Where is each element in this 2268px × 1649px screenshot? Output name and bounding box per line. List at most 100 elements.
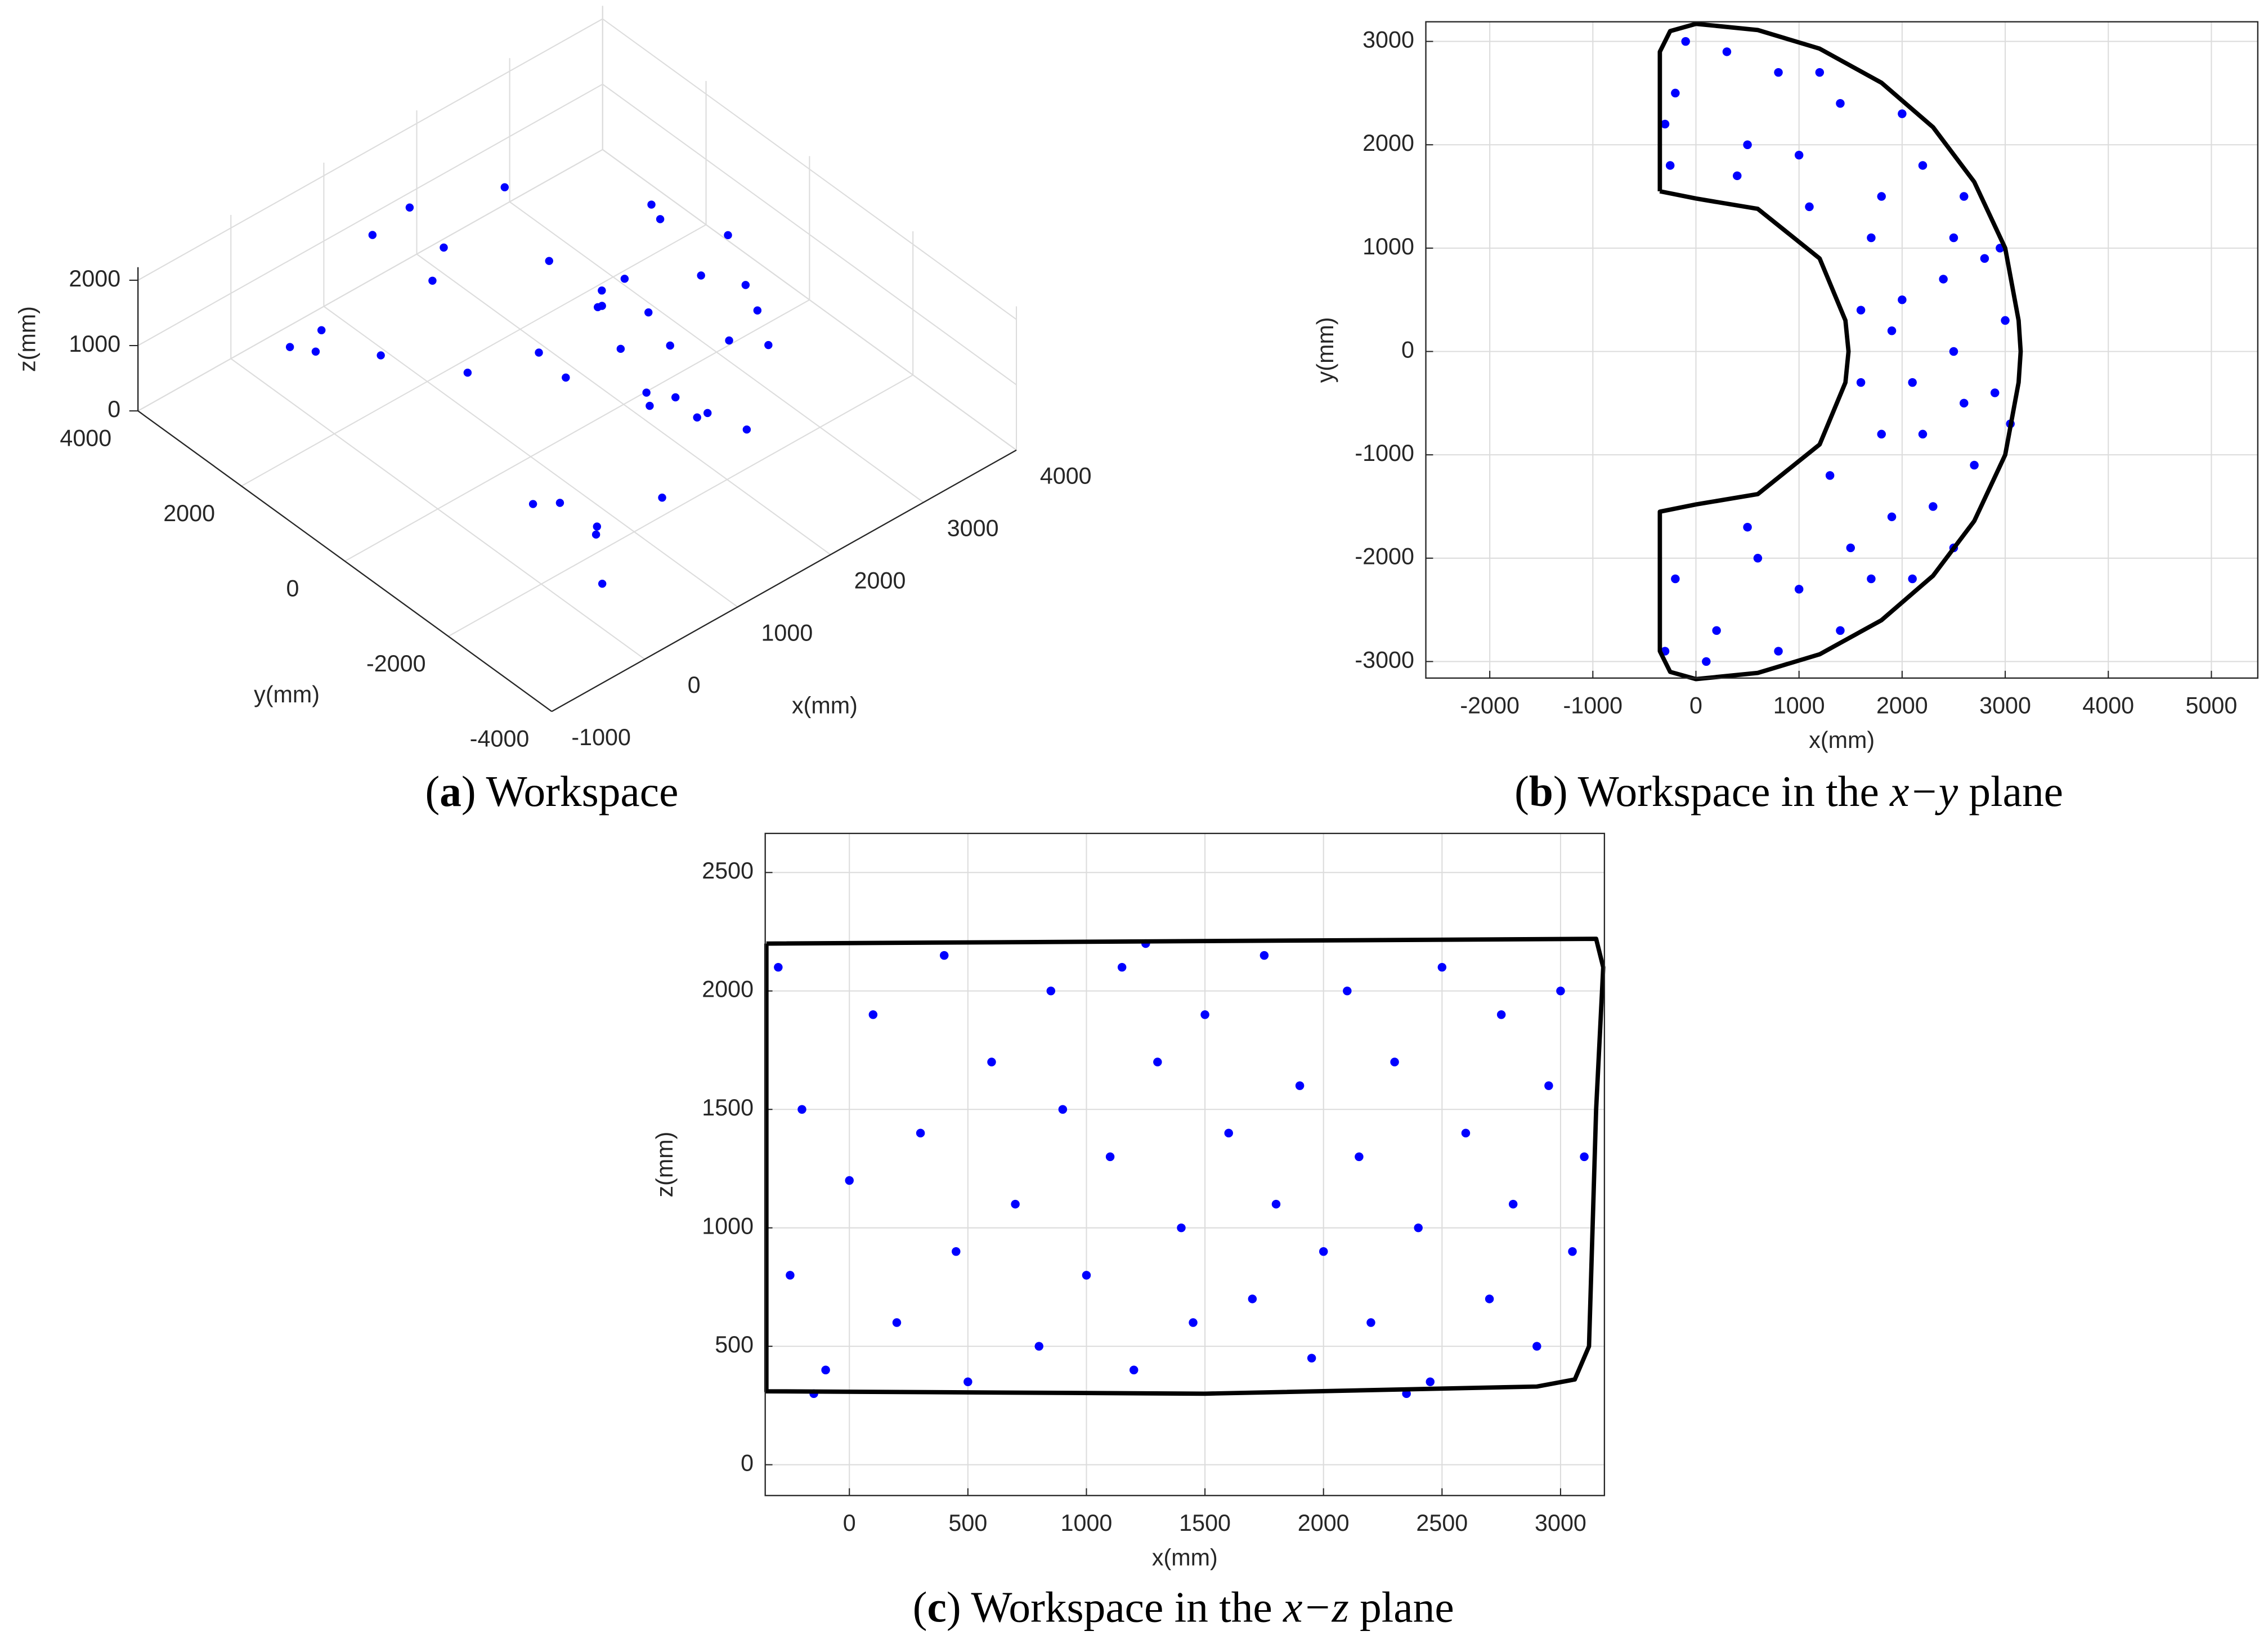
point bbox=[642, 388, 651, 397]
point bbox=[1743, 522, 1752, 532]
point bbox=[535, 348, 543, 357]
point bbox=[285, 343, 294, 351]
point bbox=[1949, 233, 1958, 243]
z-tick-label: 1000 bbox=[69, 331, 120, 357]
caption: (a) Workspace bbox=[425, 767, 678, 815]
caption-part: plane bbox=[1958, 767, 2063, 815]
point bbox=[1877, 429, 1886, 439]
point bbox=[1082, 1271, 1091, 1280]
point bbox=[1836, 626, 1845, 635]
y-axis-label: z(mm) bbox=[652, 1132, 678, 1198]
y-tick-label: 1000 bbox=[1362, 234, 1414, 259]
caption: (b) Workspace in the x−y plane bbox=[1514, 767, 2063, 815]
point bbox=[1743, 140, 1752, 149]
point bbox=[1960, 192, 1969, 201]
point bbox=[545, 257, 553, 265]
axis-line bbox=[551, 449, 1017, 713]
x-tick-label: -2000 bbox=[1460, 692, 1520, 718]
point bbox=[952, 1247, 961, 1256]
point bbox=[1496, 1010, 1506, 1019]
grid-line bbox=[344, 299, 810, 562]
caption-part: ( bbox=[913, 1583, 927, 1631]
point bbox=[1390, 1057, 1399, 1067]
point bbox=[939, 951, 949, 960]
point bbox=[1898, 295, 1907, 304]
y-tick-label: 1500 bbox=[702, 1095, 754, 1121]
point bbox=[774, 962, 783, 972]
point bbox=[1990, 388, 2000, 397]
point bbox=[593, 522, 602, 531]
y-tick-label: -3000 bbox=[1355, 647, 1414, 673]
point bbox=[1908, 574, 1917, 584]
point bbox=[725, 336, 733, 345]
point bbox=[916, 1128, 925, 1138]
point bbox=[500, 183, 509, 191]
point bbox=[1815, 68, 1825, 77]
point bbox=[1856, 306, 1866, 315]
point bbox=[1568, 1247, 1577, 1256]
point bbox=[440, 243, 448, 252]
y-tick-label: 0 bbox=[286, 576, 299, 602]
x-tick-label: 2000 bbox=[854, 567, 906, 593]
y-tick-label: 2500 bbox=[702, 858, 754, 884]
point bbox=[1259, 951, 1269, 960]
point bbox=[697, 271, 705, 280]
point bbox=[1753, 554, 1763, 563]
point bbox=[1414, 1223, 1423, 1233]
point bbox=[666, 341, 674, 350]
point bbox=[724, 231, 732, 240]
point bbox=[1485, 1294, 1494, 1303]
point bbox=[658, 494, 666, 502]
point bbox=[1177, 1223, 1186, 1233]
y-tick-label: 3000 bbox=[1362, 26, 1414, 52]
point bbox=[1271, 1199, 1281, 1209]
x-tick-label: 4000 bbox=[1040, 463, 1092, 489]
point bbox=[1867, 574, 1876, 584]
point bbox=[562, 373, 570, 382]
z-tick-label: 0 bbox=[107, 396, 120, 422]
point bbox=[428, 276, 437, 285]
caption-part: ( bbox=[425, 767, 440, 815]
point bbox=[1836, 99, 1845, 108]
x-tick-label: -1000 bbox=[1563, 692, 1623, 718]
caption-part: ( bbox=[1514, 767, 1529, 815]
caption-part: ) Workspace in the bbox=[1553, 767, 1890, 815]
point bbox=[1556, 987, 1565, 996]
point bbox=[1319, 1247, 1328, 1256]
x-tick-label: 500 bbox=[948, 1510, 987, 1536]
caption-part: a bbox=[440, 767, 461, 815]
caption-part: ) Workspace in the bbox=[947, 1583, 1283, 1631]
y-axis-label: y(mm) bbox=[1312, 317, 1338, 383]
point bbox=[892, 1318, 902, 1327]
point bbox=[1712, 626, 1721, 635]
point bbox=[1426, 1377, 1435, 1387]
x-tick-label: 0 bbox=[1689, 692, 1702, 718]
plot-area bbox=[765, 833, 1604, 1496]
y-tick-label: 500 bbox=[715, 1332, 754, 1357]
point bbox=[1929, 502, 1938, 511]
x-tick-label: 0 bbox=[843, 1510, 856, 1536]
y-tick-label: 2000 bbox=[1362, 130, 1414, 156]
point bbox=[753, 306, 762, 315]
grid-line bbox=[137, 18, 603, 281]
point bbox=[1461, 1128, 1471, 1138]
point bbox=[1058, 1105, 1068, 1114]
point bbox=[1949, 347, 1958, 356]
caption-part: ) Workspace bbox=[461, 767, 679, 815]
point bbox=[987, 1057, 996, 1067]
point bbox=[1794, 585, 1804, 594]
point bbox=[742, 425, 751, 434]
caption-part: c bbox=[927, 1583, 947, 1631]
x-tick-label: 1000 bbox=[1061, 1510, 1113, 1536]
boundary-line bbox=[764, 936, 1606, 1396]
x-tick-label: 0 bbox=[688, 672, 701, 698]
point bbox=[616, 344, 625, 353]
point bbox=[797, 1105, 806, 1114]
point bbox=[1918, 161, 1928, 170]
z-tick-label: 2000 bbox=[69, 266, 120, 292]
point bbox=[647, 200, 656, 209]
plot-area bbox=[1426, 21, 2258, 678]
caption-part: x−z bbox=[1283, 1583, 1349, 1631]
point bbox=[671, 393, 680, 402]
y-tick-label: 4000 bbox=[60, 425, 111, 451]
